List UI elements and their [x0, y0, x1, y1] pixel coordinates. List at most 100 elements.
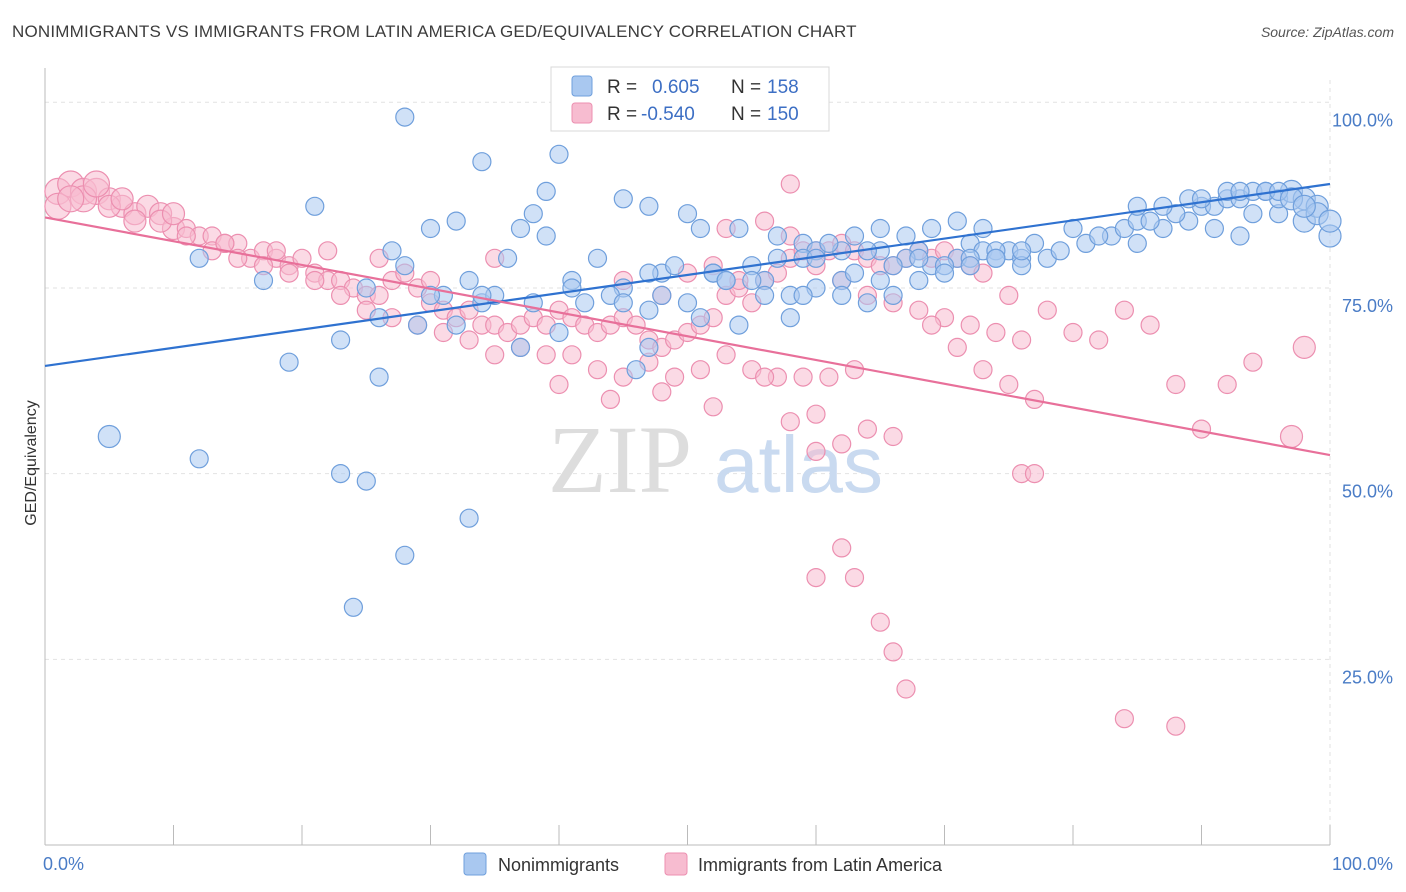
immigrants-point-170 [1292, 335, 1316, 359]
nonimmigrants-point-98 [1191, 189, 1212, 209]
immigrants-point-138 [883, 426, 903, 447]
nonimmigrants-point-1 [472, 152, 492, 172]
legend-r-value-1: 0.605 [652, 77, 700, 98]
immigrants-point-130 [600, 389, 621, 409]
immigrants-point-90 [485, 345, 505, 365]
nonimmigrants-point-60 [639, 263, 659, 283]
legend-swatch-pink [571, 102, 593, 124]
legend-n-value-1: 158 [767, 77, 799, 98]
immigrants-trend-line [44, 216, 1331, 457]
nonimmigrants-point-116 [754, 285, 775, 305]
trend-lines [44, 182, 1331, 457]
nonimmigrants-point-143 [331, 464, 351, 484]
nonimmigrants-point-94 [1318, 209, 1342, 233]
nonimmigrants-point-139 [690, 308, 711, 328]
nonimmigrants-point-126 [279, 352, 299, 372]
nonimmigrants-trend-line [44, 182, 1331, 368]
chart-title: NONIMMIGRANTS VS IMMIGRANTS FROM LATIN A… [12, 22, 857, 41]
nonimmigrants-point-129 [549, 322, 569, 343]
nonimmigrants-point-153 [921, 218, 942, 239]
x-tick-label-1: 100.0% [1332, 854, 1393, 874]
nonimmigrants-point-137 [613, 293, 633, 313]
nonimmigrants-point-123 [960, 256, 980, 276]
immigrants-point-84 [331, 285, 351, 305]
nonimmigrants-point-69 [870, 270, 890, 291]
nonimmigrants-point-61 [664, 256, 685, 276]
nonimmigrants-point-120 [883, 285, 903, 305]
immigrants-point-165 [883, 642, 903, 662]
immigrants-point-155 [1140, 315, 1160, 335]
immigrants-point-78 [176, 226, 196, 246]
immigrants-point-136 [832, 434, 852, 454]
y-tick-label-3: 100.0% [1332, 110, 1393, 130]
x-tick-label-0: 0.0% [43, 854, 84, 874]
nonimmigrants-point-107 [408, 315, 428, 335]
nonimmigrants-point-2 [549, 144, 569, 164]
immigrants-point-167 [1114, 709, 1135, 729]
immigrants-point-143 [921, 315, 942, 335]
immigrants-point-119 [1011, 330, 1032, 350]
y-tick-label-1: 50.0% [1342, 482, 1393, 502]
immigrants-point-153 [1089, 330, 1109, 350]
nonimmigrants-point-53 [253, 270, 274, 291]
nonimmigrants-point-28 [1204, 218, 1225, 239]
nonimmigrants-point-117 [793, 285, 813, 305]
immigrants-point-97 [664, 367, 685, 387]
immigrants-point-141 [780, 174, 800, 194]
immigrants-point-161 [832, 538, 852, 558]
series-label-nonimmigrants: Nonimmigrants [498, 855, 619, 875]
immigrants-point-83 [305, 270, 325, 291]
nonimmigrants-point-127 [369, 367, 389, 387]
nonimmigrants-point-5 [523, 204, 543, 224]
nonimmigrants-point-30 [1243, 204, 1263, 224]
nonimmigrants-point-136 [575, 293, 595, 313]
immigrants-point-154 [1114, 300, 1135, 320]
y-tick-labels: 25.0% 50.0% 75.0% 100.0% [1332, 110, 1393, 687]
series-swatch-nonimmigrants [463, 852, 487, 876]
immigrants-point-103 [819, 367, 839, 387]
nonimmigrants-point-147 [343, 597, 363, 617]
nonimmigrants-point-154 [947, 211, 967, 231]
nonimmigrants-point-142 [189, 449, 209, 469]
nonimmigrants-point-50 [189, 248, 209, 268]
nonimmigrants-point-140 [742, 270, 762, 291]
nonimmigrants-point-68 [844, 263, 865, 283]
immigrants-point-109 [754, 211, 775, 231]
watermark-atlas: atlas [714, 420, 883, 509]
nonimmigrants-point-10 [536, 226, 556, 246]
nonimmigrants-point-128 [510, 337, 531, 357]
immigrants-point-82 [279, 263, 299, 283]
nonimmigrants-point-149 [819, 233, 839, 253]
immigrants-point-133 [754, 367, 775, 387]
nonimmigrants-point-150 [844, 226, 865, 246]
immigrants-point-125 [161, 202, 186, 226]
nonimmigrants-point-15 [767, 226, 788, 246]
immigrants-point-158 [806, 404, 826, 424]
legend-n-label-2: N = [731, 104, 761, 125]
immigrants-point-115 [909, 300, 929, 320]
nonimmigrants-point-105 [331, 330, 351, 350]
immigrants-point-135 [806, 441, 826, 461]
nonimmigrants-point-124 [986, 248, 1006, 268]
nonimmigrants-point-12 [677, 204, 698, 224]
axes [44, 68, 1331, 846]
immigrants-point-150 [1217, 374, 1237, 395]
legend-box [550, 66, 830, 132]
immigrants-point-164 [870, 612, 890, 632]
immigrants-point-123 [266, 241, 286, 261]
nonimmigrants-point-54 [356, 278, 376, 298]
nonimmigrants-point-8 [510, 218, 531, 239]
immigrants-point-144 [947, 337, 967, 357]
nonimmigrants-point-133 [780, 308, 800, 328]
legend-r-value-2: -0.540 [641, 104, 695, 125]
immigrants-point-94 [587, 360, 608, 380]
nonimmigrants-point-145 [459, 508, 479, 528]
nonimmigrants-point-131 [639, 337, 659, 357]
nonimmigrants-point-151 [870, 218, 890, 239]
nonimmigrants-point-39 [767, 248, 788, 268]
source-label: Source: ZipAtlas.com [1260, 24, 1394, 40]
y-axis-label: GED/Equivalency [23, 400, 40, 525]
nonimmigrants-point-104 [1292, 194, 1316, 218]
immigrants-point-166 [896, 679, 916, 699]
